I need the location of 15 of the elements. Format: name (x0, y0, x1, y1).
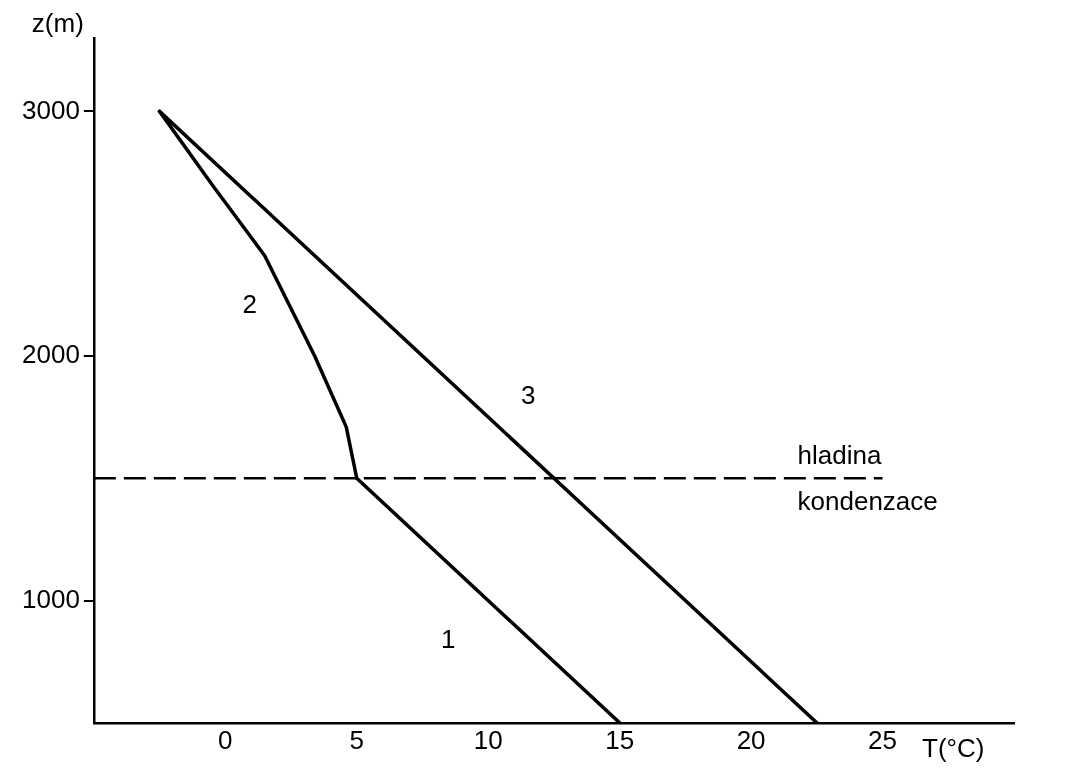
series-label: 2 (242, 288, 257, 319)
x-tick-label: 10 (473, 724, 503, 755)
y-tick-label: 1000 (22, 583, 80, 614)
ref-line-label: hladina kondenzace (797, 440, 938, 517)
series-label: 3 (520, 380, 536, 411)
x-axis-title: T(°C) (922, 732, 985, 763)
x-tick-label: 0 (218, 724, 233, 755)
x-tick-label: 15 (605, 724, 635, 755)
x-tick-label: 5 (349, 724, 364, 755)
y-tick-label: 3000 (22, 94, 80, 125)
x-tick-label: 20 (736, 724, 766, 755)
x-tick-label: 25 (868, 724, 898, 755)
y-tick-label: 2000 (22, 339, 80, 370)
series-label: 1 (440, 623, 456, 654)
y-axis-title: z(m) (31, 8, 84, 39)
